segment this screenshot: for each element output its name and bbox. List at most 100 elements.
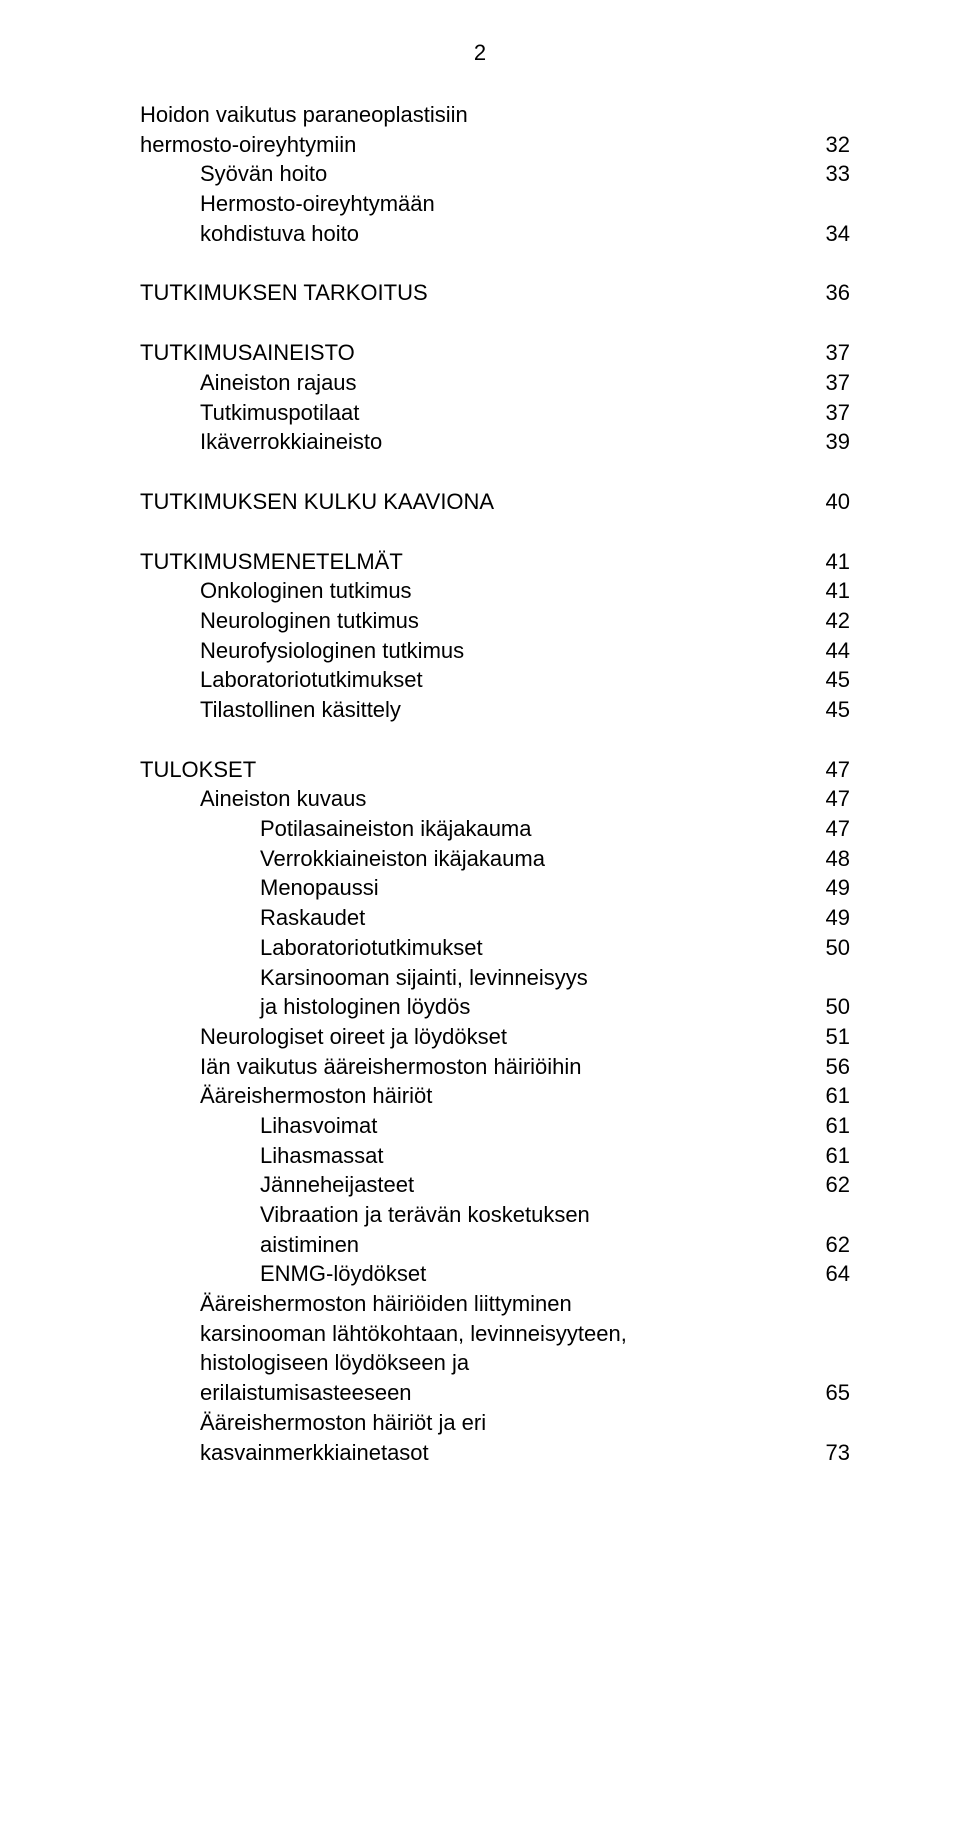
toc-sublabel: Tutkimuspotilaat bbox=[140, 398, 810, 428]
toc-page-num: 47 bbox=[810, 814, 850, 844]
toc-sublabel: karsinooman lähtökohtaan, levinneisyytee… bbox=[140, 1319, 810, 1349]
toc-label: TUTKIMUSAINEISTO bbox=[140, 338, 810, 368]
toc-page-num: 50 bbox=[810, 992, 850, 1022]
spacer bbox=[140, 725, 850, 755]
toc-row: ja histologinen löydös 50 bbox=[140, 992, 850, 1022]
toc-page-num: 45 bbox=[810, 665, 850, 695]
toc-page-num: 37 bbox=[810, 368, 850, 398]
toc-page-num: 39 bbox=[810, 427, 850, 457]
toc-row: karsinooman lähtökohtaan, levinneisyytee… bbox=[140, 1319, 850, 1349]
toc-row: Laboratoriotutkimukset 50 bbox=[140, 933, 850, 963]
toc-page-num: 32 bbox=[810, 130, 850, 160]
toc-page-num: 48 bbox=[810, 844, 850, 874]
toc-page-num: 62 bbox=[810, 1170, 850, 1200]
toc-row: Tilastollinen käsittely 45 bbox=[140, 695, 850, 725]
toc-page-num: 73 bbox=[810, 1438, 850, 1468]
toc-page-num: 61 bbox=[810, 1081, 850, 1111]
toc-row: Lihasvoimat 61 bbox=[140, 1111, 850, 1141]
toc-row: Ääreishermoston häiriöiden liittyminen bbox=[140, 1289, 850, 1319]
toc-subsublabel: Jänneheijasteet bbox=[140, 1170, 810, 1200]
toc-page-num: 41 bbox=[810, 547, 850, 577]
toc-page-num: 36 bbox=[810, 278, 850, 308]
toc-row: Ääreishermoston häiriöt 61 bbox=[140, 1081, 850, 1111]
page-number: 2 bbox=[474, 38, 486, 68]
toc-row: Potilasaineiston ikäjakauma 47 bbox=[140, 814, 850, 844]
toc-sublabel: kasvainmerkkiainetasot bbox=[140, 1438, 810, 1468]
toc-subsublabel: aistiminen bbox=[140, 1230, 810, 1260]
toc-row: Onkologinen tutkimus 41 bbox=[140, 576, 850, 606]
toc-page-num: 37 bbox=[810, 338, 850, 368]
toc-row: Neurofysiologinen tutkimus 44 bbox=[140, 636, 850, 666]
toc-row: kasvainmerkkiainetasot 73 bbox=[140, 1438, 850, 1468]
toc-page-num: 33 bbox=[810, 159, 850, 189]
toc-page-num: 45 bbox=[810, 695, 850, 725]
toc-sublabel: Tilastollinen käsittely bbox=[140, 695, 810, 725]
toc-page: 2 Hoidon vaikutus paraneoplastisiin herm… bbox=[0, 0, 960, 1844]
toc-page-num: 41 bbox=[810, 576, 850, 606]
toc-subsublabel: ENMG-löydökset bbox=[140, 1259, 810, 1289]
toc-label: TUTKIMUKSEN TARKOITUS bbox=[140, 278, 810, 308]
toc-page-num: 49 bbox=[810, 873, 850, 903]
toc-sublabel: Neurologinen tutkimus bbox=[140, 606, 810, 636]
toc-row: Ääreishermoston häiriöt ja eri bbox=[140, 1408, 850, 1438]
toc-page-num: 62 bbox=[810, 1230, 850, 1260]
toc-page-num: 50 bbox=[810, 933, 850, 963]
toc-subsublabel: Lihasvoimat bbox=[140, 1111, 810, 1141]
toc-page-num: 42 bbox=[810, 606, 850, 636]
toc-subsublabel: Laboratoriotutkimukset bbox=[140, 933, 810, 963]
toc-subsublabel: ja histologinen löydös bbox=[140, 992, 810, 1022]
toc-row: Neurologinen tutkimus 42 bbox=[140, 606, 850, 636]
toc-sublabel: Iän vaikutus ääreishermoston häiriöihin bbox=[140, 1052, 810, 1082]
toc-row: TUTKIMUKSEN KULKU KAAVIONA 40 bbox=[140, 487, 850, 517]
toc-row: TUTKIMUKSEN TARKOITUS 36 bbox=[140, 278, 850, 308]
toc-subsublabel: Menopaussi bbox=[140, 873, 810, 903]
toc-label: TUTKIMUSMENETELMÄT bbox=[140, 547, 810, 577]
toc-row: Karsinooman sijainti, levinneisyys bbox=[140, 963, 850, 993]
spacer bbox=[140, 248, 850, 278]
toc-row: Laboratoriotutkimukset 45 bbox=[140, 665, 850, 695]
spacer bbox=[140, 517, 850, 547]
toc-subsublabel: Verrokkiaineiston ikäjakauma bbox=[140, 844, 810, 874]
toc-page-num: 44 bbox=[810, 636, 850, 666]
toc-label: TUTKIMUKSEN KULKU KAAVIONA bbox=[140, 487, 810, 517]
toc-row: Vibraation ja terävän kosketuksen bbox=[140, 1200, 850, 1230]
toc-subsublabel: Vibraation ja terävän kosketuksen bbox=[140, 1200, 810, 1230]
toc-row: erilaistumisasteeseen 65 bbox=[140, 1378, 850, 1408]
toc-sublabel: histologiseen löydökseen ja bbox=[140, 1348, 810, 1378]
toc-sublabel: Laboratoriotutkimukset bbox=[140, 665, 810, 695]
toc-page-num: 47 bbox=[810, 755, 850, 785]
toc-row: TULOKSET 47 bbox=[140, 755, 850, 785]
toc-sublabel: Aineiston kuvaus bbox=[140, 784, 810, 814]
toc-row: Hoidon vaikutus paraneoplastisiin bbox=[140, 100, 850, 130]
toc-row: Raskaudet 49 bbox=[140, 903, 850, 933]
toc-row: Iän vaikutus ääreishermoston häiriöihin … bbox=[140, 1052, 850, 1082]
toc-row: TUTKIMUSMENETELMÄT 41 bbox=[140, 547, 850, 577]
toc-row: Menopaussi 49 bbox=[140, 873, 850, 903]
toc-sublabel: kohdistuva hoito bbox=[140, 219, 810, 249]
spacer bbox=[140, 308, 850, 338]
toc-row: Hermosto-oireyhtymään bbox=[140, 189, 850, 219]
toc-label: Hoidon vaikutus paraneoplastisiin bbox=[140, 100, 810, 130]
toc-page-num: 37 bbox=[810, 398, 850, 428]
toc-label: hermosto-oireyhtymiin bbox=[140, 130, 810, 160]
toc-page-num: 40 bbox=[810, 487, 850, 517]
toc-row: Neurologiset oireet ja löydökset 51 bbox=[140, 1022, 850, 1052]
toc-label: TULOKSET bbox=[140, 755, 810, 785]
toc-subsublabel: Raskaudet bbox=[140, 903, 810, 933]
toc-row: Lihasmassat 61 bbox=[140, 1141, 850, 1171]
toc-sublabel: Hermosto-oireyhtymään bbox=[140, 189, 810, 219]
toc-row: ENMG-löydökset 64 bbox=[140, 1259, 850, 1289]
toc-row: Tutkimuspotilaat 37 bbox=[140, 398, 850, 428]
toc-sublabel: erilaistumisasteeseen bbox=[140, 1378, 810, 1408]
toc-row: Aineiston rajaus 37 bbox=[140, 368, 850, 398]
toc-sublabel: Ääreishermoston häiriöiden liittyminen bbox=[140, 1289, 810, 1319]
toc-row: kohdistuva hoito 34 bbox=[140, 219, 850, 249]
toc-page-num: 51 bbox=[810, 1022, 850, 1052]
toc-sublabel: Aineiston rajaus bbox=[140, 368, 810, 398]
toc-page-num: 61 bbox=[810, 1141, 850, 1171]
toc-row: Ikäverrokkiaineisto 39 bbox=[140, 427, 850, 457]
toc-page-num: 61 bbox=[810, 1111, 850, 1141]
toc-subsublabel: Lihasmassat bbox=[140, 1141, 810, 1171]
toc-content: Hoidon vaikutus paraneoplastisiin hermos… bbox=[140, 100, 850, 1467]
toc-sublabel: Neurofysiologinen tutkimus bbox=[140, 636, 810, 666]
